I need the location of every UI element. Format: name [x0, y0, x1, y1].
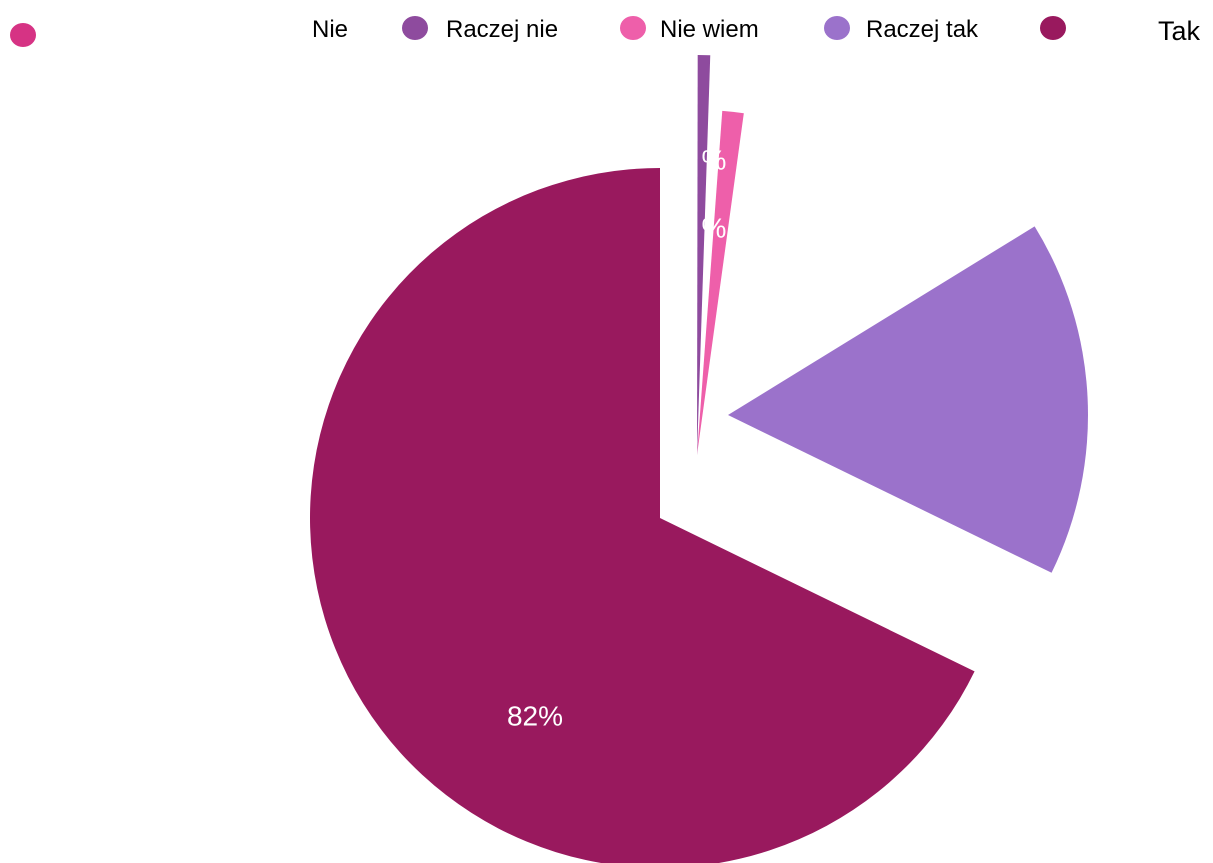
- legend-swatch-nie-wiem: [620, 16, 646, 40]
- pie-slice-raczej-tak: [728, 226, 1088, 573]
- legend-swatch-nie: [10, 23, 36, 47]
- data-label-nie-wiem: %: [702, 144, 727, 175]
- legend-swatch-tak: [1040, 16, 1066, 40]
- data-label-extra: %: [702, 212, 727, 243]
- pie-slice-raczej-nie: [697, 55, 711, 455]
- legend-swatch-raczej-tak: [824, 16, 850, 40]
- legend-label-raczej-tak: Raczej tak: [866, 16, 979, 43]
- legend-label-nie: Nie: [312, 16, 349, 43]
- data-label-raczej-tak: 16%: [837, 208, 893, 239]
- legend-label-nie-wiem: Nie wiem: [660, 16, 759, 43]
- legend-swatch-raczej-nie: [402, 16, 428, 40]
- legend-label-tak: Tak: [1158, 16, 1201, 46]
- legend-label-raczej-nie: Raczej nie: [446, 16, 559, 43]
- data-label-tak: 82%: [507, 700, 563, 731]
- pie-slice-tak: [310, 168, 975, 863]
- pie-slice-nie-wiem: [697, 110, 744, 456]
